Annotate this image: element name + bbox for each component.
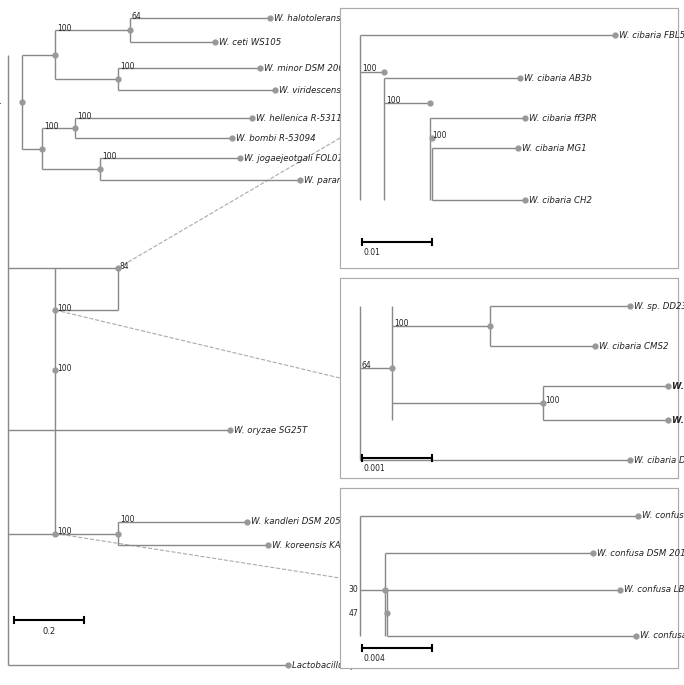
Text: W. confusa DSM 20196: W. confusa DSM 20196 bbox=[597, 549, 684, 558]
Text: 47: 47 bbox=[348, 608, 358, 617]
Text: W. cibaria MG1: W. cibaria MG1 bbox=[522, 143, 587, 153]
Text: W. cibaria ff3PR: W. cibaria ff3PR bbox=[529, 114, 596, 123]
Text: 64: 64 bbox=[132, 12, 142, 21]
Text: 100: 100 bbox=[44, 121, 59, 131]
Bar bbox=[340, 278, 678, 478]
Text: 100: 100 bbox=[386, 95, 401, 105]
Text: 0.004: 0.004 bbox=[364, 654, 386, 663]
Text: 100: 100 bbox=[57, 364, 72, 373]
Text: 84: 84 bbox=[120, 262, 130, 271]
Text: W. cibaria CH2: W. cibaria CH2 bbox=[529, 195, 592, 205]
Text: 100: 100 bbox=[394, 319, 408, 327]
Text: 100: 100 bbox=[77, 112, 92, 121]
Text: W. paramesenteroides ATCC 33313: W. paramesenteroides ATCC 33313 bbox=[304, 175, 456, 184]
Text: W. sp. strain 92: W. sp. strain 92 bbox=[672, 382, 684, 390]
Text: 100: 100 bbox=[57, 527, 72, 536]
Text: W. kandleri DSM 20593: W. kandleri DSM 20593 bbox=[251, 517, 352, 527]
Text: 0.01: 0.01 bbox=[364, 248, 381, 257]
Bar bbox=[340, 488, 678, 668]
Text: W. ceti WS105: W. ceti WS105 bbox=[219, 38, 281, 47]
Text: W. sp. strain 142: W. sp. strain 142 bbox=[672, 416, 684, 425]
Text: W. hellenica R-53116: W. hellenica R-53116 bbox=[256, 114, 347, 123]
Text: W. confusa LBAE C39-2: W. confusa LBAE C39-2 bbox=[624, 586, 684, 595]
Text: W. viridescens DSM 20410: W. viridescens DSM 20410 bbox=[279, 86, 393, 95]
Text: W. cibaria DmW_103: W. cibaria DmW_103 bbox=[634, 456, 684, 464]
Text: W. cibaria AB3b: W. cibaria AB3b bbox=[524, 73, 592, 82]
Text: 100: 100 bbox=[57, 23, 72, 32]
Text: 64: 64 bbox=[362, 360, 371, 369]
Text: W. oryzae SG25T: W. oryzae SG25T bbox=[234, 425, 307, 434]
Bar bbox=[340, 8, 678, 268]
Text: W. cibaria CMS2: W. cibaria CMS2 bbox=[599, 342, 668, 351]
Bar bbox=[340, 278, 678, 478]
Text: W. koreensis KACC 15510: W. koreensis KACC 15510 bbox=[272, 540, 383, 549]
Text: W. cibaria FBL5: W. cibaria FBL5 bbox=[619, 31, 684, 40]
Text: W. confusa AB3E41: W. confusa AB3E41 bbox=[640, 632, 684, 640]
Text: 100: 100 bbox=[120, 516, 135, 525]
Bar bbox=[340, 488, 678, 668]
Text: 100: 100 bbox=[102, 151, 116, 160]
Text: W. confusa MBF8-1: W. confusa MBF8-1 bbox=[642, 512, 684, 521]
Text: W. halotolerans DSM 20190: W. halotolerans DSM 20190 bbox=[274, 14, 393, 23]
Bar bbox=[340, 8, 678, 268]
Text: 61: 61 bbox=[0, 97, 2, 106]
Text: 30: 30 bbox=[348, 585, 358, 594]
Text: 100: 100 bbox=[57, 303, 72, 312]
Text: 100: 100 bbox=[545, 395, 560, 405]
Text: 100: 100 bbox=[432, 131, 447, 140]
Text: Lactobacillus plantarum WCFS1: Lactobacillus plantarum WCFS1 bbox=[292, 660, 429, 669]
Text: 0.2: 0.2 bbox=[42, 627, 55, 636]
Text: W. sp. DD23: W. sp. DD23 bbox=[634, 301, 684, 310]
Text: 0.001: 0.001 bbox=[364, 464, 386, 473]
Text: 100: 100 bbox=[362, 64, 376, 73]
Text: W. minor DSM 20014: W. minor DSM 20014 bbox=[264, 64, 355, 73]
Text: 100: 100 bbox=[120, 62, 135, 71]
Text: W. jogaejeotgali FOL01: W. jogaejeotgali FOL01 bbox=[244, 153, 343, 162]
Text: W. bombi R-53094: W. bombi R-53094 bbox=[236, 134, 315, 142]
